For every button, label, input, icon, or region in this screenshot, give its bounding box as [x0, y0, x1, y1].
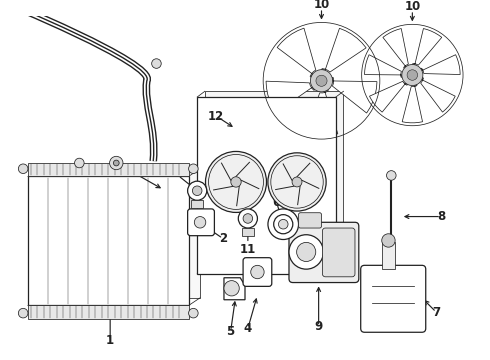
Circle shape [407, 70, 417, 80]
Circle shape [387, 171, 396, 180]
Bar [28, 306, 189, 319]
Text: 10: 10 [404, 0, 420, 13]
Text: 10: 10 [314, 0, 330, 11]
Circle shape [382, 234, 395, 247]
FancyBboxPatch shape [188, 209, 215, 236]
Circle shape [231, 177, 241, 187]
Polygon shape [420, 55, 460, 75]
Polygon shape [369, 81, 408, 112]
Circle shape [296, 242, 316, 261]
Circle shape [195, 217, 206, 228]
Bar [28, 163, 189, 176]
Circle shape [18, 309, 28, 318]
Circle shape [292, 177, 302, 187]
Polygon shape [402, 85, 422, 123]
FancyBboxPatch shape [298, 213, 321, 228]
Text: 2: 2 [219, 232, 227, 245]
Circle shape [251, 265, 264, 279]
Circle shape [268, 209, 298, 239]
Circle shape [316, 75, 327, 86]
Text: 11: 11 [163, 165, 179, 178]
Bar [197, 97, 336, 274]
Circle shape [238, 209, 257, 228]
Text: 4: 4 [244, 322, 252, 335]
Circle shape [224, 281, 239, 296]
Circle shape [289, 235, 323, 269]
Circle shape [110, 156, 123, 170]
Circle shape [152, 59, 161, 68]
Polygon shape [383, 28, 408, 68]
Bar [205, 91, 343, 268]
Circle shape [74, 158, 84, 168]
Bar [28, 176, 189, 306]
Polygon shape [224, 278, 245, 300]
Text: 1: 1 [106, 334, 114, 347]
Polygon shape [321, 28, 366, 72]
Circle shape [189, 164, 198, 174]
Bar [382, 242, 395, 269]
Polygon shape [266, 81, 315, 113]
Polygon shape [305, 90, 338, 136]
Polygon shape [365, 55, 402, 77]
FancyBboxPatch shape [289, 222, 359, 283]
Polygon shape [332, 77, 377, 113]
Text: 5: 5 [226, 325, 235, 338]
Circle shape [189, 309, 198, 318]
Text: 7: 7 [432, 306, 441, 319]
FancyBboxPatch shape [361, 265, 426, 332]
Polygon shape [413, 28, 442, 65]
Text: 6: 6 [272, 196, 281, 209]
Bar [39, 169, 200, 298]
FancyBboxPatch shape [322, 228, 355, 277]
Bar [242, 228, 254, 236]
FancyBboxPatch shape [243, 258, 272, 286]
Circle shape [310, 70, 333, 92]
Text: 11: 11 [240, 243, 256, 256]
Bar [192, 200, 203, 208]
Circle shape [188, 181, 207, 200]
Circle shape [243, 214, 253, 223]
Circle shape [402, 64, 423, 86]
Text: 9: 9 [315, 320, 323, 333]
Circle shape [18, 164, 28, 174]
Circle shape [268, 153, 326, 211]
Circle shape [193, 186, 202, 195]
Circle shape [113, 160, 119, 166]
Circle shape [205, 152, 267, 212]
Polygon shape [420, 77, 455, 112]
Text: 12: 12 [208, 110, 224, 123]
Text: 3: 3 [131, 167, 139, 180]
Polygon shape [277, 28, 316, 77]
Text: 8: 8 [437, 210, 445, 223]
Circle shape [278, 220, 288, 229]
